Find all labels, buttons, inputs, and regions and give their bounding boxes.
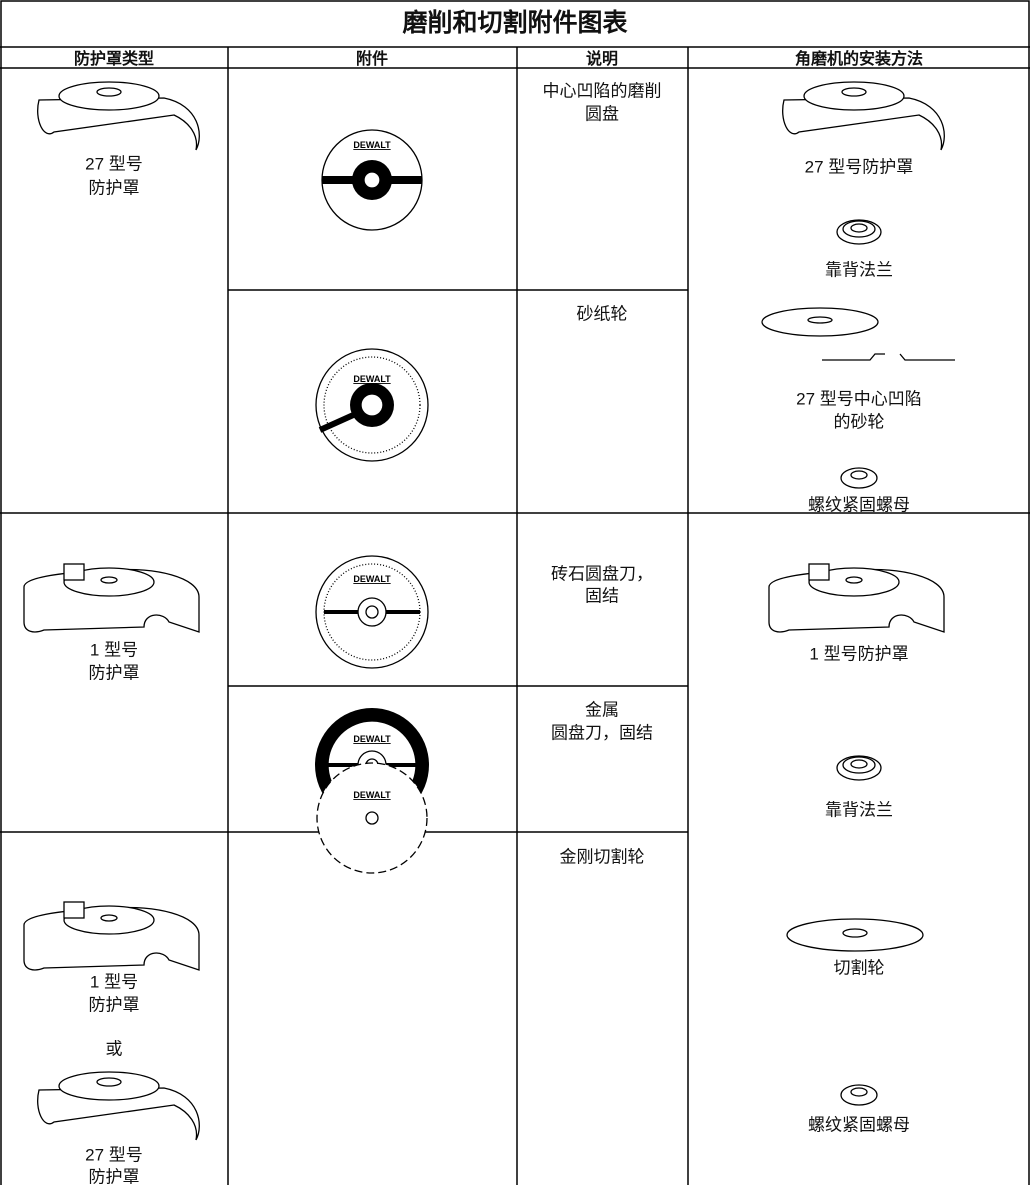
guard-label: 1 型号 <box>89 640 139 660</box>
guard-label: 27 型号 <box>85 1145 143 1165</box>
header: 防护罩类型 <box>73 51 155 68</box>
mount-label: 靠背法兰 <box>825 260 893 280</box>
mount-label: 靠背法兰 <box>825 800 893 820</box>
guard-label: 防护罩 <box>88 663 140 683</box>
description: 金属 <box>585 700 619 720</box>
mount-label: 螺纹紧固螺母 <box>808 1115 910 1135</box>
description: 金刚切割轮 <box>559 847 645 867</box>
guard-label: 防护罩 <box>88 1167 140 1185</box>
mount-icons <box>761 219 955 1106</box>
logo: DEWALT <box>353 140 391 150</box>
guard-icons <box>23 81 945 1141</box>
header: 说明 <box>585 51 619 68</box>
description: 砂纸轮 <box>576 304 628 324</box>
description: 砖石圆盘刀， <box>551 564 653 584</box>
header: 角磨机的安装方法 <box>794 51 924 68</box>
mount-label: 1 型号防护罩 <box>809 644 909 664</box>
disc-icons <box>315 129 429 874</box>
guard-label: 防护罩 <box>88 995 140 1015</box>
logo: DEWALT <box>353 790 391 800</box>
mount-label: 的砂轮 <box>833 412 885 432</box>
logo: DEWALT <box>353 574 391 584</box>
logo: DEWALT <box>353 734 391 744</box>
mount-label: 切割轮 <box>833 958 885 978</box>
title: 磨削和切割附件图表 <box>402 9 628 37</box>
logo: DEWALT <box>353 374 391 384</box>
guard-label: 或 <box>105 1039 123 1059</box>
logos: DEWALT DEWALT DEWALT DEWALT DEWALT <box>353 140 391 800</box>
description: 中心凹陷的磨削 <box>542 81 662 101</box>
mount-label: 27 型号防护罩 <box>804 157 914 177</box>
description: 圆盘 <box>585 104 619 124</box>
guard-label: 1 型号 <box>89 972 139 992</box>
description: 固结 <box>585 586 619 606</box>
description: 圆盘刀，固结 <box>551 723 653 743</box>
mount-label: 27 型号中心凹陷 <box>796 389 922 409</box>
guard-label: 27 型号 <box>85 154 143 174</box>
guard-label: 防护罩 <box>88 178 140 198</box>
header: 附件 <box>355 51 389 68</box>
mount-label: 螺纹紧固螺母 <box>808 495 910 515</box>
